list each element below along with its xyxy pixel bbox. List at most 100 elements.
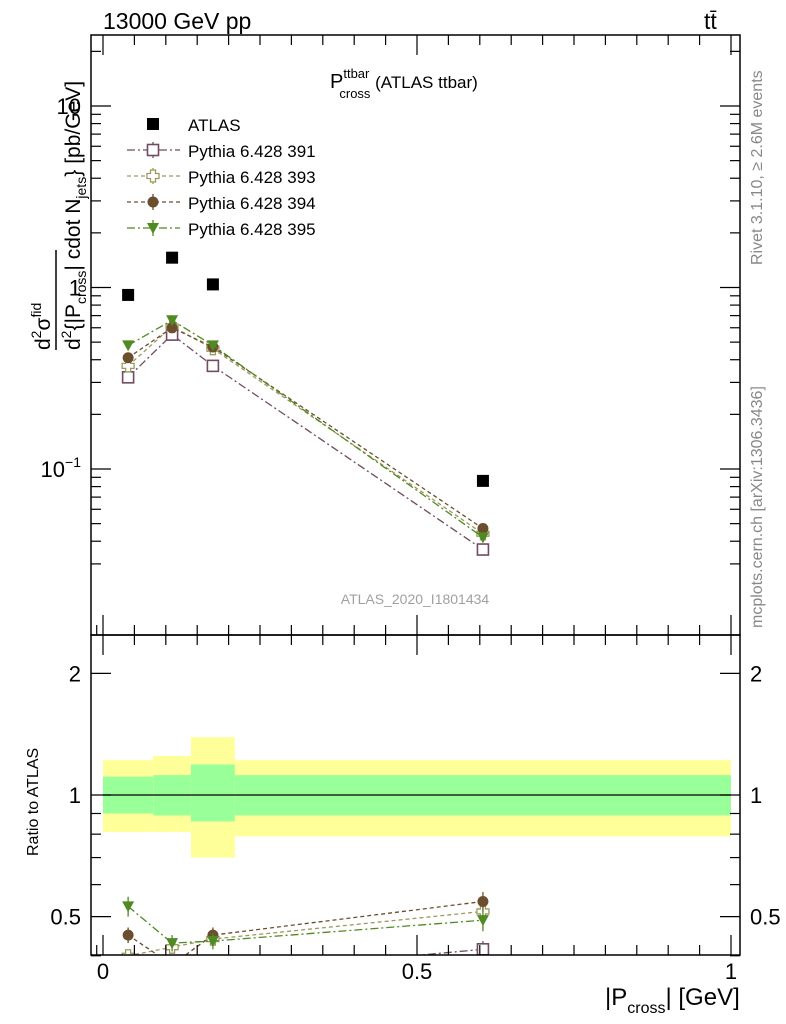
data-point: [476, 543, 490, 556]
ylabel-num-sigma-sup: fid: [28, 303, 44, 318]
ratio-data-point: [476, 943, 490, 955]
main-y-tick-label: 1: [69, 276, 81, 301]
ratio-series-pythia-6-428-395: [122, 896, 489, 952]
legend-marker: [147, 223, 159, 234]
ratio-y-tick-label-left: 2: [69, 661, 81, 686]
data-point: [122, 288, 135, 301]
ratio-y-tick-label-left: 0.5: [50, 905, 81, 930]
data-point: [477, 523, 489, 535]
ylabel-den-body: {|P: [62, 304, 85, 330]
ratio-series-pythia-6-428-394: [122, 892, 489, 970]
legend-entry: Pythia 6.428 395: [127, 220, 316, 239]
energy-label: 13000 GeV pp: [103, 8, 251, 34]
ylabel-unit: [pb/GeV]: [62, 81, 85, 164]
legend-marker: [147, 196, 159, 208]
legend: ATLAS Pythia 6.428 391 Pythia 6.428 393 Pyt…: [127, 116, 316, 239]
ratio-plot-layer: [121, 892, 490, 985]
series-atlas: [122, 251, 489, 487]
ylabel-den-close: }: [62, 170, 85, 177]
ratio-data-point: [206, 936, 219, 948]
data-point: [121, 371, 135, 384]
ratio-series-group: [121, 892, 490, 985]
ratio-data-point: [477, 895, 489, 907]
legend-label: Pythia 6.428 394: [188, 194, 316, 213]
ratio-data-point: [167, 959, 178, 970]
ratio-data-point: [476, 915, 489, 927]
data-point: [206, 340, 219, 352]
legend-marker: [146, 143, 160, 157]
ratio-y-axis-label: Ratio to ATLAS: [25, 748, 42, 856]
axes-layer: 10 1 10−1 0.5 0.5 1 1 2 2 0 0.5 1: [41, 35, 781, 984]
ylabel-num-d: d: [32, 338, 55, 350]
ylabel-num-sigma: σ: [32, 318, 55, 331]
legend-label: Pythia 6.428 395: [188, 220, 316, 239]
data-point: [122, 352, 134, 364]
ylabel-den-sub2: jets: [73, 177, 89, 200]
ratio-y-tick-label-left: 1: [69, 783, 81, 808]
main-plot-layer: [121, 251, 490, 556]
title-main: P: [330, 71, 343, 93]
series-pythia-6-428-395: [122, 315, 489, 544]
ratio-y-tick-label-right: 1: [750, 783, 762, 808]
ylabel-den-sub1: cross: [73, 271, 89, 304]
xlabel-sub: cross: [627, 1000, 665, 1017]
ratio-series-line: [127, 900, 484, 955]
ratio-series-line: [128, 910, 484, 955]
ylabel-den-mid: | cdot N: [62, 199, 85, 271]
ratio-data-point: [123, 974, 134, 985]
title-sub: cross: [339, 86, 371, 101]
main-y-tick-label: 10−1: [41, 454, 82, 482]
data-point: [476, 474, 489, 487]
x-tick-label: 1: [725, 959, 737, 984]
legend-label: Pythia 6.428 391: [188, 142, 316, 161]
series-line: [127, 333, 484, 551]
svg-text:d2σfid: d2σfid: [28, 303, 55, 350]
process-label: tt̄: [704, 8, 717, 34]
ratio-data-point: [207, 969, 218, 980]
ratio-data-point: [122, 901, 135, 913]
ratio-y-tick-label-right: 0.5: [750, 905, 781, 930]
data-point: [206, 359, 220, 373]
series-pythia-6-428-391: [121, 328, 490, 556]
series-pythia-6-428-393: [121, 319, 490, 541]
data-point: [166, 322, 178, 334]
ylabel-den-d: d: [62, 338, 85, 350]
ylabel-den-exp: 2: [58, 330, 74, 338]
ratio-series-line: [127, 905, 483, 944]
legend-marker: [146, 169, 160, 183]
ratio-data-point: [122, 929, 134, 941]
xlabel-pre: |P: [605, 984, 627, 1011]
mcplots-label: mcplots.cern.ch [arXiv:1306.3436]: [749, 386, 766, 628]
legend-marker: [147, 118, 159, 130]
legend-label: Pythia 6.428 393: [188, 168, 316, 187]
ratio-uncertainty-bands: [103, 737, 731, 858]
x-axis-label: |Pcross| [GeV]: [605, 984, 740, 1017]
legend-label: ATLAS: [188, 116, 241, 135]
series-line: [127, 327, 484, 530]
data-point: [166, 251, 179, 264]
inner-uncertainty-band: [190, 764, 235, 822]
data-point: [166, 315, 179, 327]
title-sup: ttbar: [343, 66, 370, 81]
series-line: [127, 325, 484, 535]
legend-entry: Pythia 6.428 393: [127, 168, 316, 187]
legend-entry: Pythia 6.428 394: [127, 194, 316, 213]
ratio-y-tick-label-right: 2: [750, 661, 762, 686]
ratio-data-point: [167, 959, 178, 970]
ratio-data-point: [121, 949, 135, 955]
ylabel-num-exp: 2: [28, 330, 44, 338]
main-y-tick-label: 10: [57, 94, 81, 119]
ratio-data-point: [166, 938, 179, 950]
legend-entry: Pythia 6.428 391: [127, 142, 316, 161]
rivet-label: Rivet 3.1.10, ≥ 2.6M events: [749, 70, 766, 265]
svg-text:d2{|Pcross| cdot Njets}[pb/GeV: d2{|Pcross| cdot Njets} [pb/GeV]: [58, 81, 89, 350]
data-point: [206, 278, 219, 291]
main-title: Pttbar cross (ATLAS ttbar): [330, 66, 478, 101]
data-point: [476, 532, 489, 544]
data-point: [122, 340, 135, 352]
main-y-axis-label: d2σfid d2{|Pcross| cdot Njets}[pb/GeV]: [28, 81, 89, 350]
x-tick-label: 0.5: [402, 959, 433, 984]
x-tick-label: 0: [97, 959, 109, 984]
